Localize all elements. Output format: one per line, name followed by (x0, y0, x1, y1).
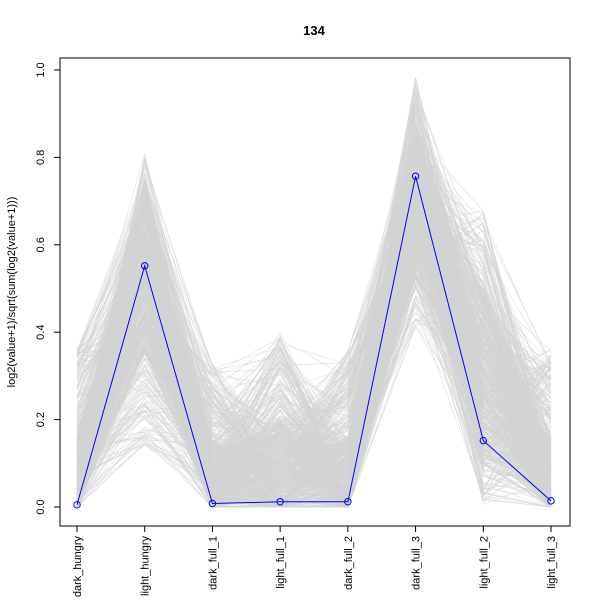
background-profile-line (76, 171, 552, 505)
background-profile-line (76, 286, 552, 508)
data-point-light_hungry (141, 262, 149, 270)
data-point-dark_full_3 (411, 172, 420, 180)
background-profile-line (76, 139, 552, 508)
background-profile-line (76, 127, 552, 456)
background-profile-line (76, 220, 552, 508)
y-axis-label: log2(value+1)/sqrt(sum(log2(value+1))) (6, 197, 18, 388)
data-point-light_full_1 (276, 498, 284, 506)
background-profile-line (76, 257, 552, 501)
background-profile-line (76, 177, 552, 508)
x-tick-label-light_full_1: light_full_1 (275, 536, 287, 589)
y-tick-label: 0.8 (35, 150, 47, 165)
background-profile-line (76, 185, 552, 508)
x-tick-label-dark_full_3: dark_full_3 (411, 536, 423, 590)
chart-title: 134 (303, 23, 325, 38)
background-profile-line (76, 77, 552, 508)
background-profile-lines (76, 77, 552, 509)
background-profile-line (76, 255, 552, 506)
background-profile-line (76, 204, 552, 507)
background-profile-line (76, 136, 552, 508)
data-point-light_full_3 (547, 497, 555, 505)
series-line (76, 176, 552, 505)
x-tick-label-light_full_3: light_full_3 (546, 536, 558, 589)
y-tick-label: 0.6 (35, 237, 47, 252)
highlighted-series (73, 172, 555, 509)
x-tick-label-light_hungry: light_hungry (140, 536, 152, 596)
background-profile-line (76, 128, 552, 503)
background-profile-line (76, 153, 552, 491)
background-profile-line (76, 302, 552, 508)
background-profile-line (76, 142, 552, 508)
data-point-light_full_2 (479, 436, 487, 445)
background-profile-line (76, 186, 552, 490)
background-profile-line (76, 171, 552, 508)
x-axis: dark_hungry light_hungry dark_full_1 light_… (72, 525, 558, 598)
background-profile-line (76, 174, 552, 462)
y-tick-label: 1.0 (35, 62, 47, 77)
data-point-dark_full_1 (208, 499, 217, 508)
background-profile-line (76, 124, 552, 508)
background-profile-line (76, 233, 552, 508)
background-profile-line (76, 222, 552, 507)
y-axis: 0.0 0.2 0.4 0.6 0.8 1.0 (35, 62, 61, 515)
x-tick-label-dark_full_2: dark_full_2 (343, 536, 355, 590)
y-tick-label: 0.0 (35, 499, 47, 514)
background-profile-line (76, 207, 552, 508)
background-profile-line (76, 154, 552, 498)
y-tick-label: 0.2 (35, 412, 47, 427)
background-profile-line (76, 212, 552, 486)
background-profile-line (76, 184, 552, 508)
background-profile-line (76, 212, 552, 508)
background-profile-line (76, 148, 552, 508)
data-point-dark_full_2 (344, 498, 352, 506)
x-tick-label-dark_full_1: dark_full_1 (207, 536, 219, 590)
background-profile-line (76, 180, 552, 508)
y-tick-label: 0.4 (35, 325, 47, 340)
x-tick-label-dark_hungry: dark_hungry (72, 536, 84, 598)
background-profile-line (76, 180, 552, 508)
background-profile-line (76, 158, 552, 494)
x-tick-label-light_full_2: light_full_2 (478, 536, 490, 589)
background-profile-line (76, 196, 552, 508)
background-profile-line (76, 158, 552, 509)
data-point-dark_hungry (73, 501, 81, 509)
background-profile-line (76, 225, 552, 508)
